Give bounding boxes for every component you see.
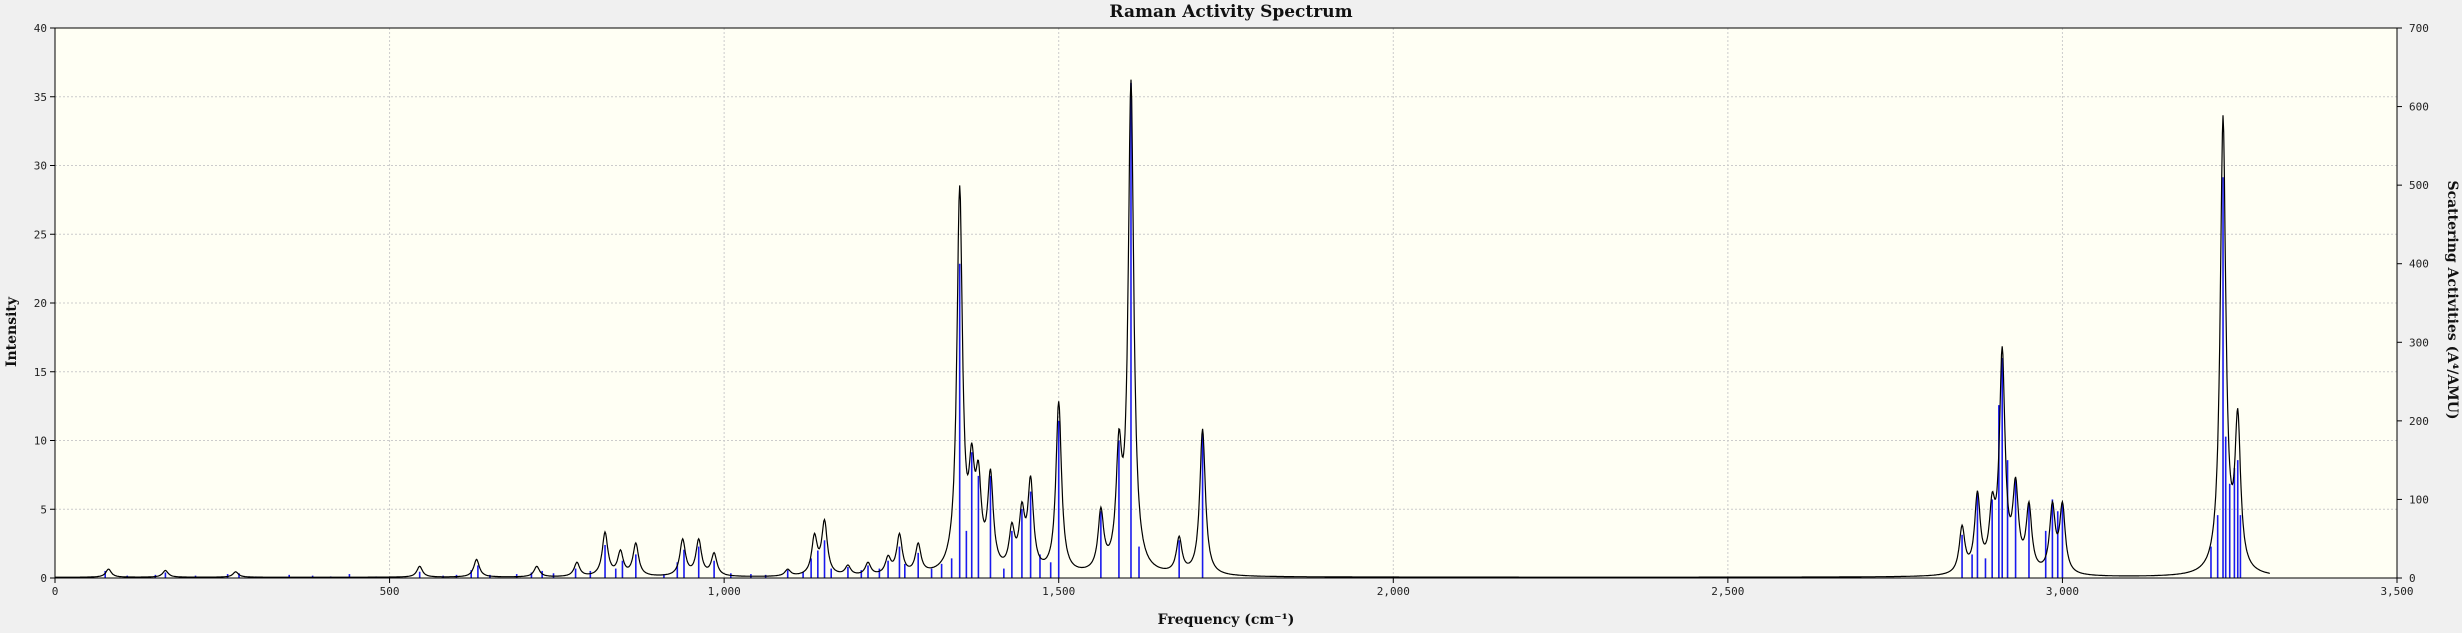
y-tick-label: 5 — [40, 503, 47, 516]
y-axis-label: Intensity — [4, 296, 20, 368]
chart-title: Raman Activity Spectrum — [1109, 2, 1353, 22]
spectrum-curve — [55, 79, 2270, 578]
y-tick-label: 0 — [40, 572, 47, 585]
x-tick-label: 0 — [52, 585, 59, 598]
x-tick-label: 1,000 — [708, 585, 741, 598]
y-tick-label: 25 — [34, 228, 47, 241]
y2-tick-label: 300 — [2409, 336, 2429, 349]
activity-sticks — [91, 83, 2242, 578]
y2-tick-label: 200 — [2409, 415, 2429, 428]
y2-axis-label: Scattering Activities (A⁴/AMU) — [2444, 180, 2460, 420]
axes: 0 500 1,000 1,500 2,000 2,500 3,000 3,500051015… — [34, 22, 2429, 598]
x-tick-label: 3,000 — [2046, 585, 2079, 598]
y-tick-label: 35 — [34, 91, 47, 104]
y-tick-label: 30 — [34, 160, 47, 173]
x-tick-label: 500 — [380, 585, 400, 598]
x-tick-label: 1,500 — [1042, 585, 1075, 598]
y-tick-label: 15 — [34, 366, 47, 379]
y2-tick-label: 100 — [2409, 493, 2429, 506]
y2-tick-label: 500 — [2409, 179, 2429, 192]
plot-background — [55, 28, 2397, 578]
x-tick-label: 2,000 — [1377, 585, 1410, 598]
y2-tick-label: 600 — [2409, 101, 2429, 114]
y-tick-label: 40 — [34, 22, 47, 35]
y2-tick-label: 0 — [2409, 572, 2416, 585]
y2-tick-label: 400 — [2409, 258, 2429, 271]
x-axis-label: Frequency (cm⁻¹) — [1157, 612, 1295, 628]
y-tick-label: 10 — [34, 435, 47, 448]
y2-tick-label: 700 — [2409, 22, 2429, 35]
x-tick-label: 2,500 — [1711, 585, 1744, 598]
x-tick-label: 3,500 — [2380, 585, 2413, 598]
y-tick-label: 20 — [34, 297, 47, 310]
